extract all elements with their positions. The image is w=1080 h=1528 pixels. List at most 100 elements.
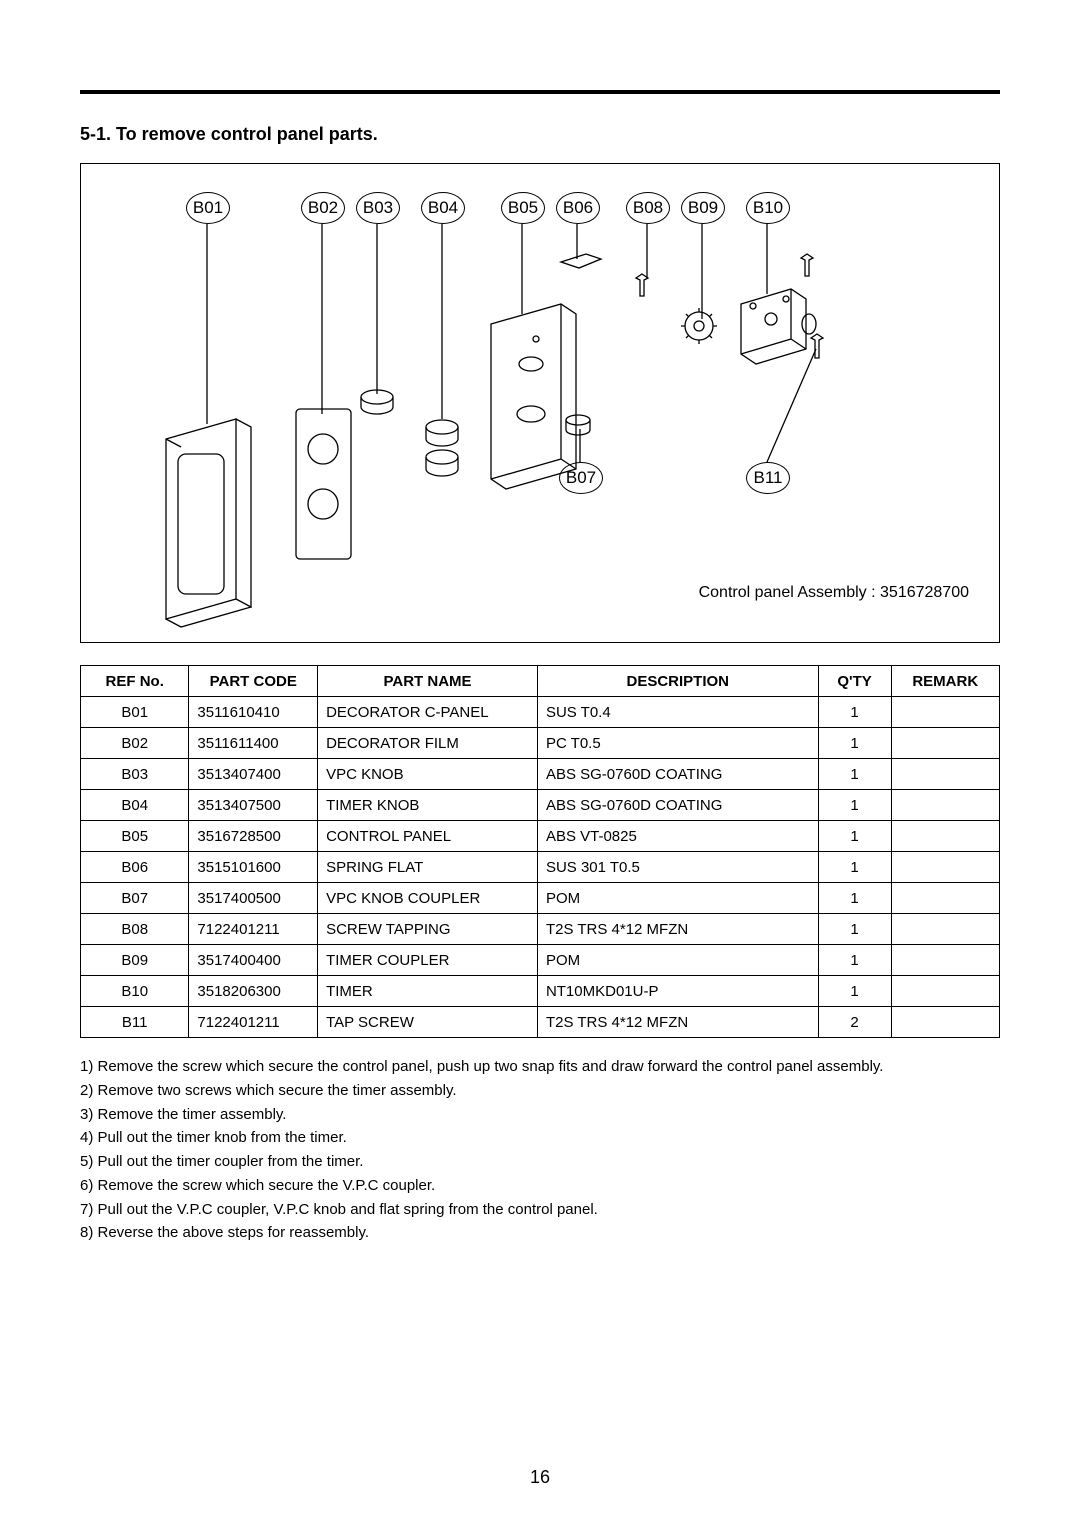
step-line: 2) Remove two screws which secure the ti…: [80, 1080, 1000, 1102]
table-cell: TIMER: [318, 976, 538, 1007]
exploded-diagram: B01 B02 B03 B04 B05 B06 B08 B09 B10 B07 …: [80, 163, 1000, 643]
exploded-svg: [81, 164, 1001, 644]
table-cell: B08: [81, 914, 189, 945]
table-cell: 1: [818, 697, 891, 728]
col-remark: REMARK: [891, 666, 999, 697]
table-cell: TAP SCREW: [318, 1007, 538, 1038]
table-cell: B06: [81, 852, 189, 883]
table-cell: PC T0.5: [537, 728, 818, 759]
table-cell: DECORATOR FILM: [318, 728, 538, 759]
table-cell: 1: [818, 728, 891, 759]
step-line: 6) Remove the screw which secure the V.P…: [80, 1175, 1000, 1197]
table-row: B043513407500TIMER KNOBABS SG-0760D COAT…: [81, 790, 1000, 821]
parts-table-header-row: REF No. PART CODE PART NAME DESCRIPTION …: [81, 666, 1000, 697]
assembly-note: Control panel Assembly : 3516728700: [699, 584, 969, 602]
table-cell: [891, 976, 999, 1007]
table-cell: 3517400500: [189, 883, 318, 914]
table-cell: B09: [81, 945, 189, 976]
table-cell: 3511611400: [189, 728, 318, 759]
table-cell: 3513407500: [189, 790, 318, 821]
col-refno: REF No.: [81, 666, 189, 697]
page: 5-1. To remove control panel parts. B01 …: [0, 0, 1080, 1528]
table-cell: [891, 759, 999, 790]
table-cell: [891, 728, 999, 759]
parts-table-body: B013511610410DECORATOR C-PANELSUS T0.41B…: [81, 697, 1000, 1038]
table-cell: SUS 301 T0.5: [537, 852, 818, 883]
step-line: 7) Pull out the V.P.C coupler, V.P.C kno…: [80, 1199, 1000, 1221]
table-cell: 7122401211: [189, 1007, 318, 1038]
step-line: 4) Pull out the timer knob from the time…: [80, 1127, 1000, 1149]
section-title: 5-1. To remove control panel parts.: [80, 124, 1000, 145]
table-row: B013511610410DECORATOR C-PANELSUS T0.41: [81, 697, 1000, 728]
table-row: B103518206300TIMERNT10MKD01U-P1: [81, 976, 1000, 1007]
table-cell: ABS SG-0760D COATING: [537, 759, 818, 790]
parts-table: REF No. PART CODE PART NAME DESCRIPTION …: [80, 665, 1000, 1038]
table-cell: POM: [537, 883, 818, 914]
table-cell: [891, 1007, 999, 1038]
table-cell: [891, 883, 999, 914]
table-cell: 1: [818, 976, 891, 1007]
table-cell: TIMER KNOB: [318, 790, 538, 821]
table-cell: B07: [81, 883, 189, 914]
table-cell: 3511610410: [189, 697, 318, 728]
removal-steps: 1) Remove the screw which secure the con…: [80, 1056, 1000, 1244]
table-row: B023511611400DECORATOR FILMPC T0.51: [81, 728, 1000, 759]
table-row: B053516728500CONTROL PANELABS VT-08251: [81, 821, 1000, 852]
table-row: B033513407400VPC KNOBABS SG-0760D COATIN…: [81, 759, 1000, 790]
table-cell: [891, 852, 999, 883]
top-rule: [80, 90, 1000, 94]
table-cell: B04: [81, 790, 189, 821]
table-cell: VPC KNOB COUPLER: [318, 883, 538, 914]
step-line: 8) Reverse the above steps for reassembl…: [80, 1222, 1000, 1244]
table-cell: 1: [818, 759, 891, 790]
table-cell: 3517400400: [189, 945, 318, 976]
table-cell: 3513407400: [189, 759, 318, 790]
table-cell: 1: [818, 790, 891, 821]
table-cell: 3515101600: [189, 852, 318, 883]
table-cell: B05: [81, 821, 189, 852]
table-cell: [891, 914, 999, 945]
table-cell: 1: [818, 945, 891, 976]
table-cell: ABS VT-0825: [537, 821, 818, 852]
step-line: 5) Pull out the timer coupler from the t…: [80, 1151, 1000, 1173]
table-cell: TIMER COUPLER: [318, 945, 538, 976]
table-cell: B03: [81, 759, 189, 790]
table-cell: CONTROL PANEL: [318, 821, 538, 852]
col-partname: PART NAME: [318, 666, 538, 697]
table-cell: 1: [818, 914, 891, 945]
table-cell: B02: [81, 728, 189, 759]
table-cell: ABS SG-0760D COATING: [537, 790, 818, 821]
table-cell: DECORATOR C-PANEL: [318, 697, 538, 728]
table-cell: B10: [81, 976, 189, 1007]
table-cell: [891, 945, 999, 976]
page-number: 16: [0, 1467, 1080, 1488]
table-row: B087122401211SCREW TAPPINGT2S TRS 4*12 M…: [81, 914, 1000, 945]
table-row: B063515101600SPRING FLATSUS 301 T0.51: [81, 852, 1000, 883]
col-description: DESCRIPTION: [537, 666, 818, 697]
table-cell: NT10MKD01U-P: [537, 976, 818, 1007]
table-cell: T2S TRS 4*12 MFZN: [537, 914, 818, 945]
table-cell: POM: [537, 945, 818, 976]
table-cell: B01: [81, 697, 189, 728]
table-cell: SCREW TAPPING: [318, 914, 538, 945]
table-row: B117122401211TAP SCREWT2S TRS 4*12 MFZN2: [81, 1007, 1000, 1038]
table-cell: [891, 697, 999, 728]
table-cell: 1: [818, 852, 891, 883]
col-partcode: PART CODE: [189, 666, 318, 697]
table-cell: T2S TRS 4*12 MFZN: [537, 1007, 818, 1038]
table-row: B073517400500VPC KNOB COUPLERPOM1: [81, 883, 1000, 914]
table-cell: 7122401211: [189, 914, 318, 945]
table-cell: 3516728500: [189, 821, 318, 852]
table-cell: [891, 790, 999, 821]
table-cell: B11: [81, 1007, 189, 1038]
table-cell: [891, 821, 999, 852]
table-row: B093517400400TIMER COUPLERPOM1: [81, 945, 1000, 976]
col-qty: Q'TY: [818, 666, 891, 697]
table-cell: 1: [818, 821, 891, 852]
step-line: 1) Remove the screw which secure the con…: [80, 1056, 1000, 1078]
table-cell: 1: [818, 883, 891, 914]
table-cell: 3518206300: [189, 976, 318, 1007]
table-cell: SPRING FLAT: [318, 852, 538, 883]
table-cell: 2: [818, 1007, 891, 1038]
table-cell: SUS T0.4: [537, 697, 818, 728]
